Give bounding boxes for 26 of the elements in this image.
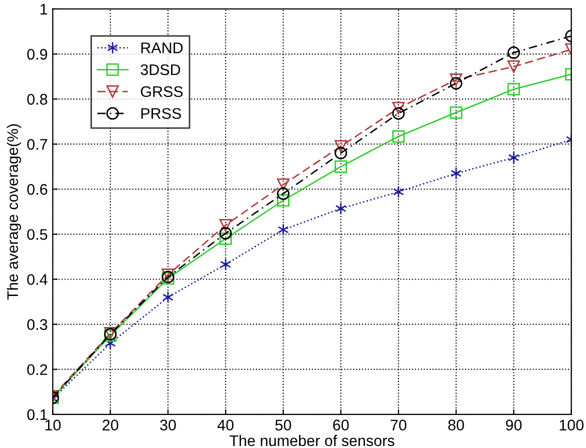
x-tick-label: 40 — [217, 420, 234, 430]
y-axis-title: The average coverage(%) — [6, 124, 22, 300]
legend-label: 3DSD — [140, 64, 180, 76]
legend-label: PRSS — [141, 108, 182, 119]
x-tick-label: 30 — [160, 420, 176, 430]
y-tick-label: 0.6 — [27, 184, 48, 195]
y-tick-label: 0.4 — [27, 274, 48, 285]
y-tick-label: 0.9 — [27, 48, 48, 60]
y-tick-label: 0.3 — [27, 319, 48, 330]
legend-label: RAND — [141, 42, 183, 54]
y-tick-label: 0.5 — [27, 229, 48, 240]
y-tick-label: 0.1 — [27, 409, 48, 420]
x-tick-label: 90 — [506, 420, 522, 430]
y-tick-label: 0.7 — [27, 138, 48, 150]
y-tick-label: 1 — [40, 4, 48, 14]
x-tick-label: 50 — [275, 420, 292, 430]
y-tick-label: 0.2 — [27, 364, 48, 376]
legend-label: GRSS — [140, 86, 183, 98]
x-tick-label: 60 — [333, 420, 349, 430]
y-tick-label: 0.8 — [27, 94, 48, 105]
x-tick-label: 80 — [448, 420, 464, 430]
x-tick-label: 10 — [45, 420, 61, 430]
x-tick-label: 20 — [102, 420, 118, 430]
x-tick-label: 100 — [560, 420, 584, 430]
x-axis-title: The numeber of sensors — [230, 434, 394, 446]
x-tick-label: 70 — [390, 420, 406, 430]
